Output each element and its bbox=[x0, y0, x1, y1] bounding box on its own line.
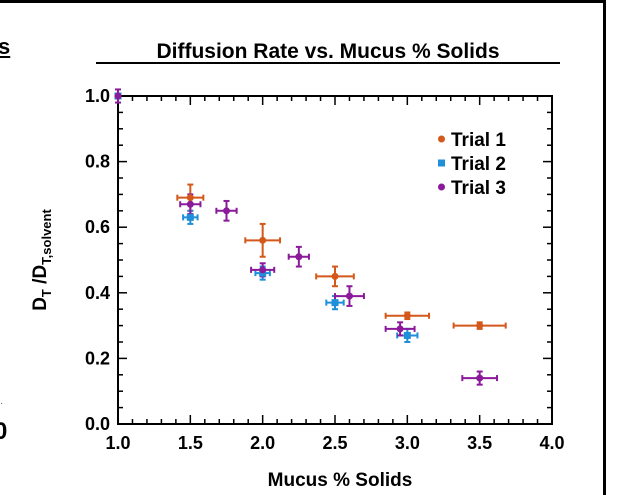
trial-1-legend-label: Trial 1 bbox=[451, 130, 506, 151]
x-tick-label: 3.0 bbox=[395, 433, 420, 453]
trial-1-point bbox=[259, 236, 267, 244]
trial-3-legend-marker bbox=[438, 183, 445, 191]
panel-top-border bbox=[0, 0, 606, 3]
y-axis-label-sub1: T bbox=[39, 289, 54, 297]
trial-2-point bbox=[331, 299, 339, 307]
trial-1-point bbox=[331, 272, 339, 280]
x-axis-label: Mucus % Solids bbox=[268, 470, 413, 491]
x-tick-label: 2.5 bbox=[322, 433, 347, 453]
chart-legend: Trial 1 Trial 2 Trial 3 bbox=[438, 130, 506, 199]
chart-title: Diffusion Rate vs. Mucus % Solids bbox=[156, 40, 499, 63]
panel-right-border bbox=[603, 0, 606, 495]
x-tick-label: 4.0 bbox=[539, 433, 564, 453]
trial-2-point bbox=[403, 331, 411, 339]
y-tick-label: 0.2 bbox=[85, 348, 110, 368]
y-tick-label: 0.8 bbox=[85, 152, 110, 172]
y-axis-label-main1: D bbox=[30, 297, 51, 311]
trial-2-legend-marker bbox=[438, 159, 445, 167]
plot-area bbox=[117, 95, 553, 425]
trial-1-point bbox=[476, 322, 484, 330]
y-axis-label: DT /DT,solvent bbox=[30, 209, 54, 311]
axis-ticks bbox=[117, 95, 553, 425]
y-axis-label-sub2: T,solvent bbox=[39, 209, 54, 265]
trial-1-point bbox=[186, 194, 194, 202]
adjacent-panel-tick-fragment: 0 bbox=[0, 418, 8, 445]
data-points bbox=[114, 92, 484, 382]
adjacent-panel-title-fragment: s bbox=[0, 34, 11, 59]
trial-3-point bbox=[186, 200, 194, 208]
y-tick-label: 0.4 bbox=[85, 283, 110, 303]
trial-2-point bbox=[186, 213, 194, 221]
trial-3-legend-label: Trial 3 bbox=[451, 178, 506, 199]
y-axis-label-main2: /D bbox=[30, 265, 51, 289]
x-tick-label: 3.5 bbox=[467, 433, 492, 453]
x-axis-tick-labels: 1.0 1.5 2.0 2.5 3.0 3.5 4.0 bbox=[105, 433, 564, 453]
y-tick-label: 0.6 bbox=[85, 217, 110, 237]
trial-3-point bbox=[345, 292, 353, 300]
trial-1-legend-marker bbox=[438, 135, 445, 143]
x-tick-label: 1.0 bbox=[105, 433, 130, 453]
trial-1-point bbox=[403, 312, 411, 320]
trial-2-legend-label: Trial 2 bbox=[451, 154, 506, 175]
y-tick-label: 1.0 bbox=[85, 86, 110, 106]
x-tick-label: 2.0 bbox=[250, 433, 275, 453]
trial-3-point bbox=[259, 266, 267, 274]
trial-3-point bbox=[114, 92, 122, 100]
y-axis-tick-labels: 0.0 0.2 0.4 0.6 0.8 1.0 bbox=[85, 86, 110, 434]
x-tick-label: 1.5 bbox=[178, 433, 203, 453]
y-tick-label: 0.0 bbox=[85, 414, 110, 434]
trial-3-point bbox=[476, 374, 484, 382]
adjacent-panel-mark-fragment: · bbox=[0, 398, 4, 409]
trial-3-point bbox=[396, 325, 404, 333]
trial-3-point bbox=[223, 207, 230, 215]
trial-3-point bbox=[295, 253, 303, 261]
